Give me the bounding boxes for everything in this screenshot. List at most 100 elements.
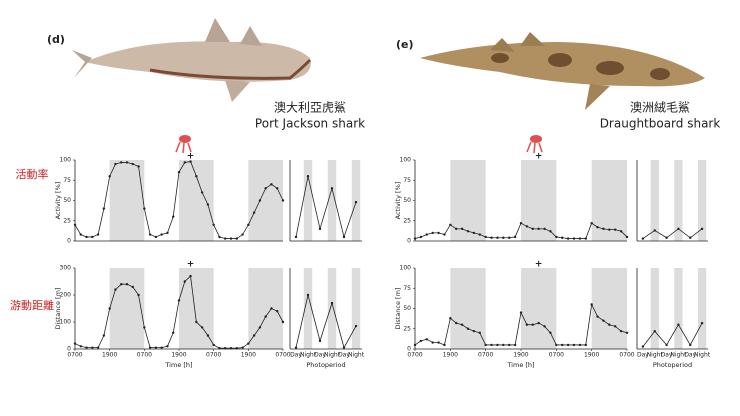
x-axis-label: Photoperiod — [306, 361, 345, 369]
data-point — [502, 343, 505, 347]
night-band — [674, 268, 683, 349]
data-point — [561, 236, 564, 239]
night-band — [109, 160, 145, 241]
data-point — [572, 343, 576, 347]
x-tick-label: Day — [314, 352, 326, 359]
row-label: 活動率 — [16, 167, 49, 181]
data-point — [189, 274, 192, 278]
data-point — [218, 235, 221, 239]
data-point — [241, 233, 244, 236]
data-point — [79, 233, 82, 236]
data-point — [154, 235, 158, 239]
x-tick-label: 1900 — [513, 352, 528, 359]
series-line — [295, 176, 357, 239]
data-point — [131, 162, 134, 166]
data-point — [120, 161, 123, 164]
data-point — [455, 227, 458, 231]
data-point — [537, 227, 540, 231]
x-tick-label: 1900 — [171, 352, 186, 359]
data-point — [206, 203, 210, 206]
data-point — [602, 319, 605, 322]
data-point — [590, 221, 593, 225]
y-tick-label: 75 — [403, 285, 411, 292]
y-tick-label: 0 — [67, 346, 71, 353]
data-point — [160, 346, 163, 349]
x-tick-label: 1900 — [443, 352, 458, 359]
data-point — [502, 236, 505, 239]
data-point — [166, 345, 169, 348]
data-point — [700, 321, 704, 325]
data-point — [443, 233, 446, 236]
panel-label: (d) — [47, 33, 65, 46]
data-point — [572, 237, 576, 240]
data-point — [619, 329, 623, 333]
data-point — [195, 320, 198, 324]
data-point — [79, 345, 82, 348]
night-band — [248, 160, 283, 241]
y-tick-label: 25 — [403, 325, 411, 332]
x-tick-label: 1900 — [241, 352, 256, 359]
data-point — [513, 343, 517, 347]
data-point — [85, 346, 88, 349]
x-tick-label: Night — [694, 352, 711, 359]
y-tick-label: 75 — [63, 177, 71, 184]
data-point — [619, 230, 623, 233]
data-point — [525, 225, 529, 228]
species-zh: 澳大利亞虎鯊 — [274, 101, 346, 115]
data-point — [318, 339, 322, 343]
data-point — [596, 315, 599, 318]
data-point — [306, 293, 310, 297]
data-point — [252, 211, 256, 214]
data-point — [449, 223, 452, 226]
x-tick-label: 0700 — [549, 352, 564, 359]
data-point — [264, 315, 267, 318]
data-point — [125, 283, 129, 286]
data-point — [212, 223, 215, 226]
data-point — [496, 343, 499, 347]
data-point — [431, 341, 434, 344]
data-point — [131, 285, 134, 289]
y-axis-label: Activity [%] — [394, 182, 402, 220]
data-point — [241, 346, 244, 349]
data-point — [584, 343, 587, 347]
data-point — [330, 301, 334, 305]
x-tick-label: Night — [300, 352, 317, 359]
data-point — [566, 343, 570, 347]
data-point — [143, 326, 146, 329]
x-tick-label: 0700 — [478, 352, 493, 359]
x-tick-label: 0700 — [407, 352, 422, 359]
data-point — [85, 235, 88, 239]
data-point — [166, 231, 169, 235]
data-point — [154, 346, 158, 349]
data-point — [653, 329, 656, 333]
data-point — [614, 228, 617, 231]
data-point — [596, 226, 599, 229]
data-point — [478, 331, 481, 334]
data-point — [525, 323, 529, 326]
data-point — [641, 237, 645, 240]
night-band — [351, 160, 361, 241]
data-point — [419, 235, 423, 239]
data-point — [543, 325, 546, 328]
data-point — [561, 343, 564, 347]
night-band — [179, 160, 214, 241]
x-axis-label: Time [h] — [164, 361, 192, 369]
y-tick-label: 100 — [400, 265, 412, 272]
data-point — [137, 293, 140, 297]
x-tick-label: Day — [661, 352, 673, 359]
panel-label: (e) — [396, 38, 414, 51]
x-tick-label: Day — [684, 352, 696, 359]
data-point — [689, 343, 692, 347]
y-tick-label: 0 — [407, 346, 411, 353]
data-point — [342, 346, 346, 349]
data-point — [578, 237, 582, 240]
data-point — [466, 327, 470, 330]
data-point — [294, 346, 298, 349]
data-point — [555, 343, 558, 347]
data-point — [531, 323, 534, 326]
data-point — [148, 233, 152, 236]
data-point — [555, 235, 558, 239]
data-point — [247, 342, 250, 345]
data-point — [608, 323, 611, 326]
